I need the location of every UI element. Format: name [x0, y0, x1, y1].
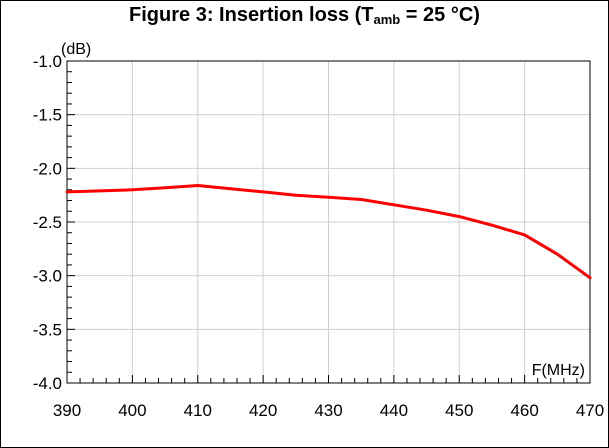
axis-ticks	[66, 60, 591, 384]
grid	[67, 61, 590, 383]
x-tick-label: 470	[576, 401, 604, 420]
y-tick-label: -3.0	[33, 267, 62, 286]
y-tick-label: -2.5	[33, 213, 62, 232]
title-subscript: amb	[373, 12, 401, 27]
x-axis-unit-label: F(MHz)	[532, 362, 585, 379]
title-suffix: = 25 °C)	[400, 4, 480, 26]
y-axis-unit-label: (dB)	[61, 41, 91, 58]
y-tick-label: -1.0	[33, 52, 62, 71]
x-tick-label: 460	[510, 401, 538, 420]
axis-labels: 390 400 410 420 430 440 450 460 470 -1.0 -1.5 -2.0 -…	[33, 52, 604, 420]
x-tick-label: 410	[184, 401, 212, 420]
x-tick-label: 450	[445, 401, 473, 420]
series-layer	[65, 184, 592, 280]
y-tick-label: -4.0	[33, 374, 62, 393]
title-prefix: Figure 3: Insertion loss (T	[129, 4, 374, 26]
y-tick-label: -2.0	[33, 159, 62, 178]
chart-title: Figure 3: Insertion loss (Tamb = 25 °C)	[0, 4, 609, 27]
insertion-loss-line	[65, 184, 592, 280]
x-tick-label: 440	[380, 401, 408, 420]
x-tick-label: 430	[314, 401, 342, 420]
x-tick-label: 390	[53, 401, 81, 420]
y-tick-label: -3.5	[33, 320, 62, 339]
x-tick-label: 420	[249, 401, 277, 420]
x-tick-label: 400	[118, 401, 146, 420]
y-tick-label: -1.5	[33, 106, 62, 125]
